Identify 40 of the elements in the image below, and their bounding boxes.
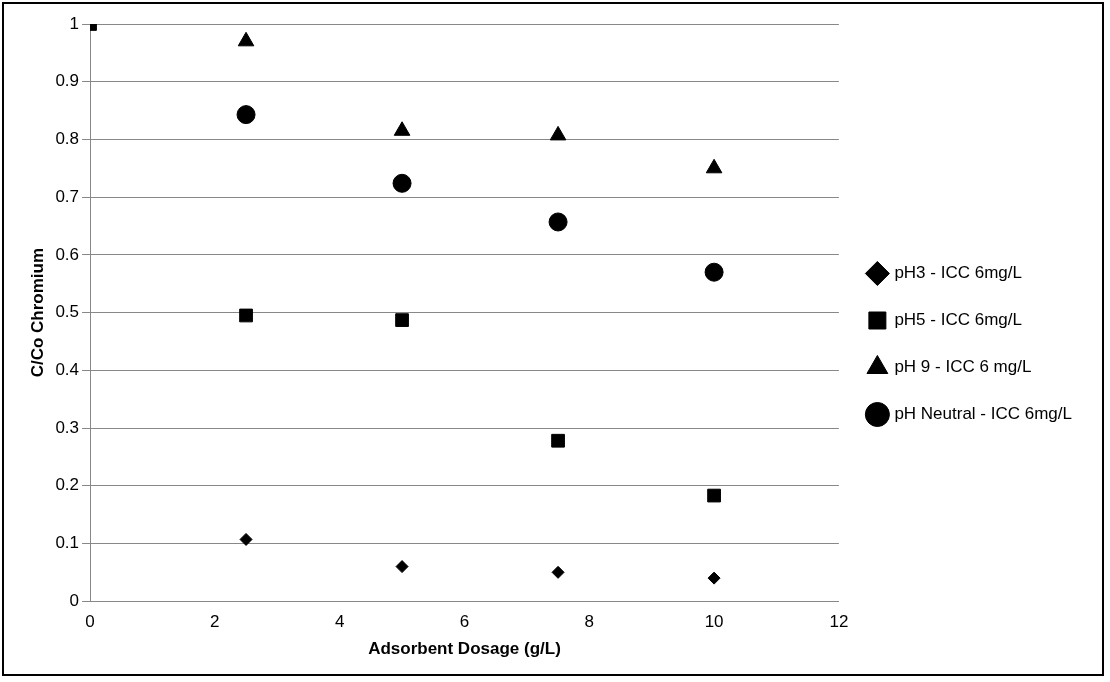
y-tick-label: 0.9 — [55, 71, 80, 91]
x-tick-label: 6 — [459, 612, 470, 632]
point — [705, 158, 723, 174]
x-tick-label: 8 — [584, 612, 594, 632]
x-tick-label: 0 — [85, 612, 95, 632]
point — [395, 560, 409, 574]
x-axis-title: Adsorbent Dosage (g/L) — [368, 639, 561, 659]
x-tick-label: 2 — [210, 612, 220, 632]
y-tick-label: 0.4 — [55, 360, 80, 380]
y-tick-label: 0.6 — [55, 244, 80, 264]
x-tick-label: 10 — [704, 612, 724, 632]
legend-label: pH 9 - ICC 6 mg/L — [894, 357, 1032, 377]
y-tick-label: 0.2 — [55, 475, 80, 495]
point — [707, 488, 721, 503]
point — [551, 433, 565, 448]
point — [239, 308, 253, 323]
y-tick-label: 0.5 — [55, 302, 80, 322]
point — [393, 121, 411, 136]
x-tick-label: 12 — [829, 612, 849, 632]
point — [392, 173, 412, 193]
y-tick-label: 0.3 — [55, 417, 80, 437]
legend-label: pH3 - ICC 6mg/L — [894, 263, 1022, 283]
point — [551, 565, 565, 579]
point — [239, 532, 253, 546]
y-tick-label: 0 — [69, 590, 80, 610]
y-tick-label: 0.7 — [55, 186, 80, 206]
point — [237, 31, 255, 47]
y-tick-label: 1 — [69, 13, 80, 33]
x-tick-label: 4 — [334, 612, 345, 632]
legend-label: pH Neutral - ICC 6mg/L — [894, 404, 1073, 424]
point — [707, 571, 721, 585]
y-tick-label: 0.8 — [55, 129, 80, 149]
point — [236, 105, 256, 125]
point — [704, 262, 724, 282]
point — [548, 212, 568, 232]
y-tick-label: 0.1 — [55, 533, 80, 553]
legend-label: pH5 - ICC 6mg/L — [894, 310, 1022, 330]
point — [395, 313, 409, 327]
point — [549, 125, 567, 141]
y-axis-title: C/Co Chromium — [27, 247, 47, 378]
